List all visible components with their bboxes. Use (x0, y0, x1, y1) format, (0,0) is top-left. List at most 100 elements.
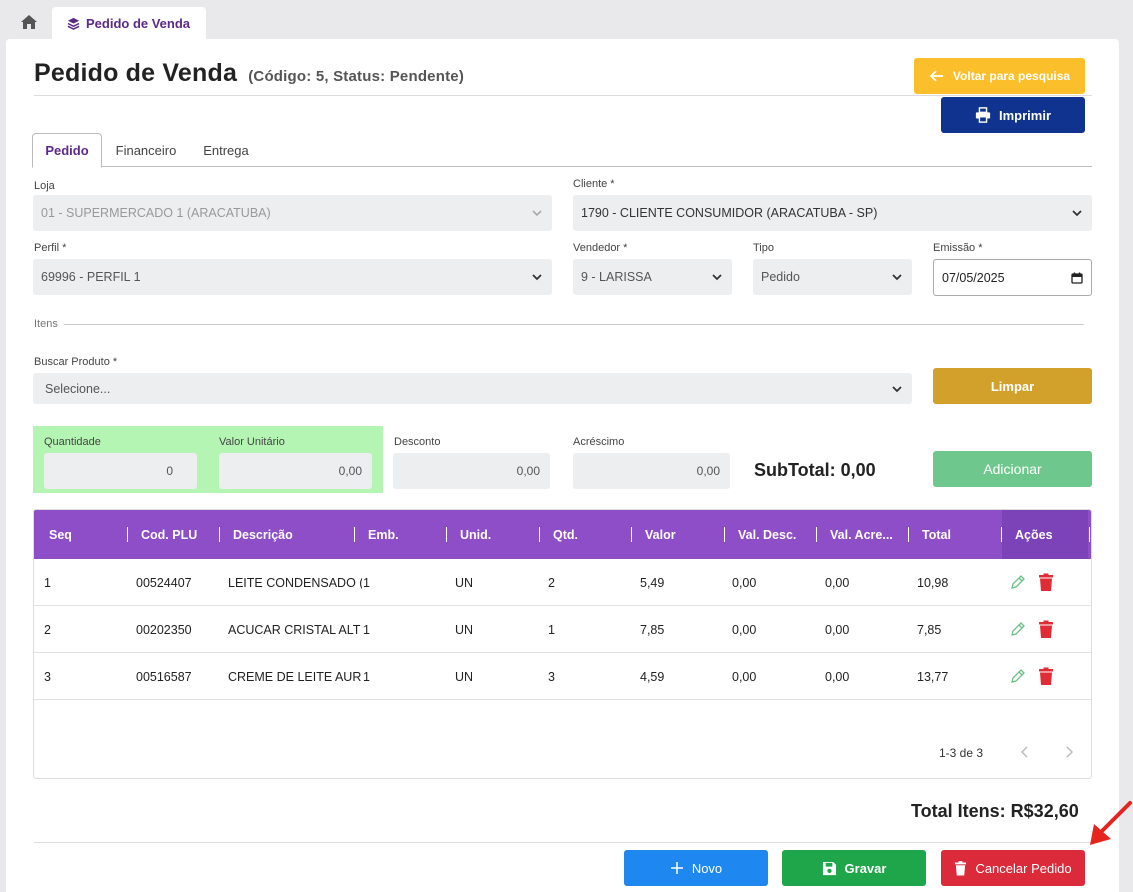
emissao-date-input[interactable]: 07/05/2025 (933, 259, 1092, 296)
acoes-header-bg (1002, 510, 1088, 559)
pencil-icon[interactable] (1009, 621, 1026, 638)
printer-icon (975, 107, 991, 123)
title-subtitle: (Código: 5, Status: Pendente) (248, 68, 465, 85)
tab-pedido[interactable]: Pedido (32, 133, 102, 168)
loja-label: Loja (34, 180, 55, 192)
col-seq[interactable]: Seq (49, 527, 72, 542)
emissao-label: Emissão * (933, 242, 983, 254)
chevron-down-icon (712, 274, 722, 281)
perfil-value: 69996 - PERFIL 1 (41, 270, 141, 284)
cancelar-pedido-button[interactable]: Cancelar Pedido (941, 850, 1085, 886)
cliente-select[interactable]: 1790 - CLIENTE CONSUMIDOR (ARACATUBA - S… (573, 195, 1092, 231)
adicionar-button[interactable]: Adicionar (933, 451, 1092, 487)
cell-unid: UN (455, 622, 474, 637)
cell-unid: UN (455, 575, 474, 590)
trash-icon[interactable] (1037, 620, 1055, 639)
cell-total: 10,98 (917, 575, 949, 590)
novo-label: Novo (691, 860, 723, 876)
chevron-down-icon (532, 210, 542, 217)
table-row[interactable]: 3 00516587 CREME DE LEITE AUR( 1 UN 3 4,… (34, 653, 1091, 700)
cell-descricao: LEITE CONDENSADO ( (228, 575, 362, 590)
cell-qtd: 1 (548, 622, 555, 637)
chevron-down-icon (532, 274, 542, 281)
valor-unitario-label: Valor Unitário (219, 436, 285, 448)
gravar-button[interactable]: Gravar (782, 850, 926, 886)
cell-valor: 4,59 (640, 669, 665, 684)
chevron-left-icon[interactable] (1019, 746, 1031, 758)
items-table: Seq Cod. PLU Descrição Emb. Unid. Qtd. V… (33, 509, 1092, 779)
acrescimo-input[interactable]: 0,00 (573, 453, 730, 489)
pencil-icon[interactable] (1009, 574, 1026, 591)
trash-icon[interactable] (1037, 573, 1055, 592)
col-qtd[interactable]: Qtd. (553, 527, 578, 542)
pencil-icon[interactable] (1009, 668, 1026, 685)
cell-descricao: CREME DE LEITE AUR( (228, 669, 362, 684)
pagination-info: 1-3 de 3 (939, 746, 984, 760)
total-itens: Total Itens: R$32,60 (911, 801, 1079, 821)
cell-valor: 5,49 (640, 575, 665, 590)
col-valor[interactable]: Valor (645, 527, 676, 542)
cell-qtd: 3 (548, 669, 555, 684)
col-separator[interactable] (354, 527, 355, 542)
subtotal-text: SubTotal: 0,00 (754, 460, 876, 480)
vendedor-label: Vendedor * (573, 242, 628, 254)
buscar-produto-select[interactable]: Selecione... (33, 373, 912, 404)
home-button[interactable] (12, 7, 46, 37)
col-separator[interactable] (724, 527, 725, 542)
acrescimo-label: Acréscimo (573, 436, 625, 448)
desconto-label: Desconto (394, 436, 441, 448)
divider (34, 842, 1092, 843)
col-separator[interactable] (446, 527, 447, 542)
calendar-icon[interactable] (1071, 272, 1083, 284)
col-separator[interactable] (127, 527, 128, 542)
home-icon (21, 15, 37, 29)
col-emb[interactable]: Emb. (368, 527, 399, 542)
tipo-select[interactable]: Pedido (753, 259, 912, 295)
divider (64, 324, 1084, 325)
col-separator[interactable] (631, 527, 632, 542)
col-separator[interactable] (219, 527, 220, 542)
title-text: Pedido de Venda (34, 59, 238, 87)
save-icon (822, 861, 836, 875)
col-descricao[interactable]: Descrição (233, 527, 293, 542)
desconto-input[interactable]: 0,00 (393, 453, 550, 489)
perfil-select[interactable]: 69996 - PERFIL 1 (33, 259, 552, 295)
tab-entrega[interactable]: Entrega (203, 143, 249, 158)
vendedor-select[interactable]: 9 - LARISSA (573, 259, 732, 295)
col-separator[interactable] (908, 527, 909, 542)
cell-seq: 1 (44, 575, 51, 590)
col-separator[interactable] (1001, 527, 1002, 542)
quantidade-input[interactable]: 0 (44, 453, 197, 489)
loja-value: 01 - SUPERMERCADO 1 (ARACATUBA) (41, 206, 271, 220)
col-separator[interactable] (539, 527, 540, 542)
cliente-value: 1790 - CLIENTE CONSUMIDOR (ARACATUBA - S… (581, 206, 878, 220)
nav-tab-pedido-venda[interactable]: Pedido de Venda (52, 7, 206, 40)
cell-total: 7,85 (917, 622, 942, 637)
cell-plu: 00516587 (136, 669, 192, 684)
valor-unitario-input[interactable]: 0,00 (219, 453, 372, 489)
cell-plu: 00202350 (136, 622, 192, 637)
nav-tab-label: Pedido de Venda (86, 16, 191, 31)
col-unid[interactable]: Unid. (460, 527, 492, 542)
main-card: Pedido de Venda (Código: 5, Status: Pend… (6, 39, 1119, 892)
imprimir-label: Imprimir (998, 107, 1051, 123)
plus-icon (670, 862, 683, 874)
cell-val-acre: 0,00 (825, 575, 850, 590)
imprimir-button[interactable]: Imprimir (941, 97, 1085, 133)
layers-icon (67, 17, 80, 30)
chevron-right-icon[interactable] (1063, 746, 1075, 758)
table-row[interactable]: 1 00524407 LEITE CONDENSADO ( 1 UN 2 5,4… (34, 559, 1091, 606)
col-val-desc[interactable]: Val. Desc. (738, 527, 797, 542)
col-separator[interactable] (816, 527, 817, 542)
col-cod-plu[interactable]: Cod. PLU (141, 527, 198, 542)
limpar-button[interactable]: Limpar (933, 368, 1092, 404)
voltar-button[interactable]: Voltar para pesquisa (914, 58, 1085, 94)
cell-emb: 1 (363, 575, 370, 590)
perfil-label: Perfil * (34, 242, 67, 254)
tab-financeiro[interactable]: Financeiro (115, 143, 177, 158)
table-row[interactable]: 2 00202350 ACUCAR CRISTAL ALT 1 UN 1 7,8… (34, 606, 1091, 653)
novo-button[interactable]: Novo (624, 850, 768, 886)
col-total[interactable]: Total (922, 527, 951, 542)
col-val-acre[interactable]: Val. Acre... (830, 527, 893, 542)
trash-icon[interactable] (1037, 667, 1055, 686)
